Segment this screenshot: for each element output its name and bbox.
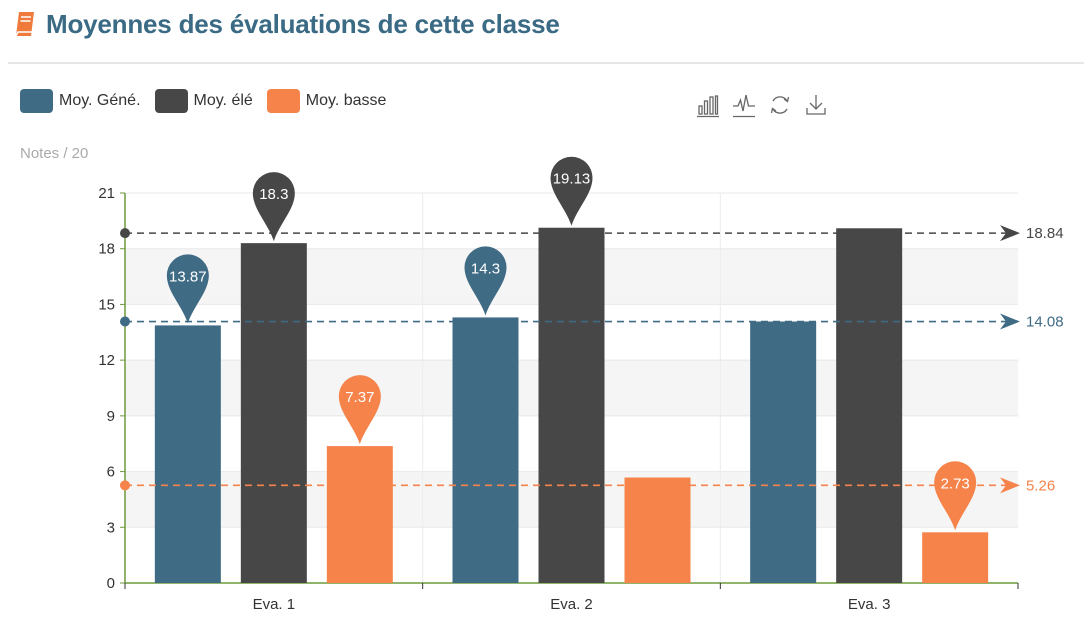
value-pin-label: 18.3 bbox=[259, 186, 288, 203]
y-tick-label: 9 bbox=[107, 408, 115, 425]
bar-chart-icon[interactable] bbox=[696, 92, 720, 118]
bar bbox=[154, 325, 221, 583]
bar bbox=[836, 228, 903, 584]
average-line-arrow bbox=[1000, 225, 1020, 242]
bar bbox=[750, 321, 817, 583]
header-divider bbox=[8, 62, 1084, 64]
y-tick-label: 15 bbox=[98, 296, 115, 313]
value-pin bbox=[166, 254, 209, 324]
legend-label: Moy. basse bbox=[305, 92, 387, 109]
value-pin bbox=[934, 461, 977, 531]
legend-item-moy-basse[interactable]: Moy. basse bbox=[266, 89, 387, 113]
average-label: 18.84 bbox=[1026, 225, 1064, 242]
y-tick-label: 3 bbox=[107, 519, 115, 536]
average-line-start bbox=[120, 316, 130, 327]
value-pin bbox=[464, 246, 507, 316]
y-tick-label: 21 bbox=[98, 185, 115, 202]
legend-swatch bbox=[154, 89, 188, 113]
chart-toolbox bbox=[696, 92, 840, 118]
value-pin-label: 2.73 bbox=[941, 475, 970, 492]
legend-swatch bbox=[20, 89, 53, 113]
chart-legend: Moy. Géné. Moy. élé Moy. basse bbox=[20, 89, 400, 113]
value-pin bbox=[252, 172, 295, 242]
value-pin-label: 14.3 bbox=[471, 260, 500, 277]
legend-swatch bbox=[266, 89, 300, 113]
x-tick-label: Eva. 2 bbox=[550, 596, 593, 613]
bar bbox=[922, 532, 989, 583]
value-pin-label: 19.13 bbox=[553, 171, 591, 188]
x-tick-label: Eva. 1 bbox=[253, 596, 296, 613]
bar bbox=[240, 243, 307, 583]
value-pin bbox=[550, 156, 593, 226]
bar bbox=[538, 227, 605, 583]
legend-item-moy-gene[interactable]: Moy. Géné. bbox=[20, 89, 141, 113]
average-line-start bbox=[120, 228, 130, 239]
value-pin bbox=[338, 375, 381, 445]
average-label: 14.08 bbox=[1026, 314, 1064, 331]
legend-label: Moy. Géné. bbox=[59, 92, 141, 109]
y-tick-label: 0 bbox=[107, 575, 115, 592]
y-tick-label: 12 bbox=[98, 352, 115, 369]
value-pin-label: 7.37 bbox=[345, 389, 374, 406]
refresh-icon[interactable] bbox=[768, 92, 792, 118]
value-pin-label: 13.87 bbox=[169, 268, 207, 285]
average-line-arrow bbox=[1000, 313, 1020, 330]
legend-item-moy-ele[interactable]: Moy. élé bbox=[154, 89, 253, 113]
book-icon bbox=[15, 12, 34, 37]
download-icon[interactable] bbox=[804, 92, 828, 118]
line-chart-icon[interactable] bbox=[732, 92, 756, 118]
bar bbox=[624, 477, 691, 583]
legend-label: Moy. élé bbox=[193, 92, 253, 109]
x-tick-label: Eva. 3 bbox=[848, 596, 891, 613]
average-line-arrow bbox=[1000, 477, 1020, 494]
page-title: Moyennes des évaluations de cette classe bbox=[46, 8, 560, 39]
bar bbox=[452, 317, 519, 583]
bar bbox=[326, 446, 393, 583]
y-tick-label: 18 bbox=[98, 241, 115, 258]
chart-header: Moyennes des évaluations de cette classe bbox=[14, 4, 560, 44]
y-axis-name: Notes / 20 bbox=[20, 145, 88, 162]
average-label: 5.26 bbox=[1026, 477, 1055, 494]
average-line-start bbox=[120, 480, 130, 491]
y-tick-label: 6 bbox=[107, 464, 115, 481]
